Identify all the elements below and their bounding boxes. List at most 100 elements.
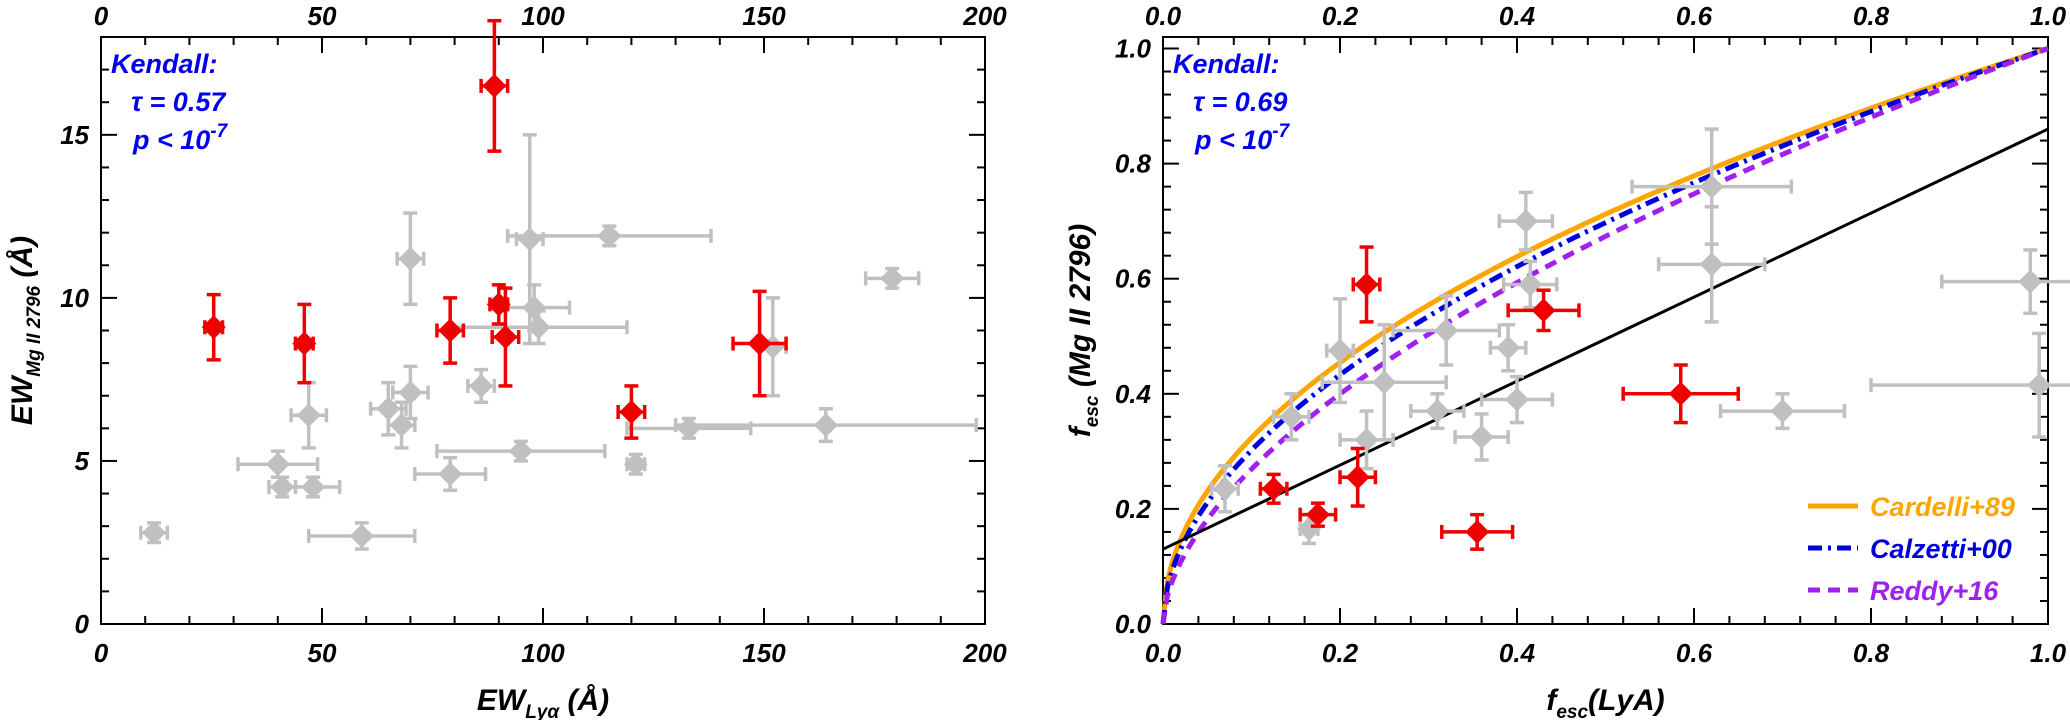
red-data-point	[292, 302, 317, 385]
diamond-marker	[1518, 272, 1543, 297]
diamond-marker	[880, 266, 905, 291]
x-tick-label: 0.8	[1853, 638, 1890, 668]
chart-panel-2: 0.00.00.20.20.40.40.60.60.80.81.01.00.00…	[1064, 1, 2070, 720]
gray-data-point	[1718, 392, 1847, 431]
diamond-marker	[676, 416, 701, 441]
x-axis-label: EWLyα (Å)	[477, 684, 609, 720]
legend-label: Calzetti+00	[1870, 534, 2012, 564]
gray-data-point	[395, 211, 426, 307]
diamond-marker	[1372, 370, 1397, 395]
red-data-point	[731, 289, 788, 398]
gray-data-point	[1479, 374, 1555, 425]
diamond-marker	[482, 73, 507, 98]
gray-data-point	[1324, 297, 1356, 405]
x-tick-label-top: 100	[521, 1, 565, 31]
diamond-marker	[1212, 476, 1237, 501]
gray-data-point	[1271, 392, 1311, 442]
diamond-marker	[1699, 174, 1724, 199]
gray-data-point	[1453, 412, 1510, 462]
x-axis-label: fesc(LyA)	[1546, 684, 1664, 720]
red-data-point	[435, 296, 466, 365]
red-data-point	[479, 18, 510, 153]
y-axis-label: EWMg II 2796 (Å)	[6, 236, 45, 425]
diamond-marker	[1345, 465, 1370, 490]
diamond-marker	[486, 292, 511, 317]
diamond-marker	[1668, 381, 1693, 406]
diamond-marker	[296, 403, 321, 428]
y-tick-label: 0.6	[1115, 264, 1152, 294]
gray-data-point	[435, 439, 607, 464]
diamond-marker	[526, 315, 551, 340]
diamond-marker	[438, 318, 463, 343]
y-tick-label: 0	[75, 609, 90, 639]
diamond-marker	[813, 413, 838, 438]
gray-data-point	[1497, 190, 1555, 252]
diamond-marker	[201, 315, 226, 340]
diamond-marker	[508, 439, 533, 464]
gray-data-point	[1869, 331, 2070, 439]
curve-calzetti00	[1160, 46, 2049, 625]
gray-data-point	[1409, 392, 1466, 431]
gray-data-point	[289, 380, 329, 450]
diamond-marker	[493, 325, 518, 350]
kendall-tau: τ = 0.69	[1193, 87, 1287, 117]
gray-data-point	[1320, 322, 1448, 442]
diamond-marker	[1469, 424, 1494, 449]
x-tick-label: 0	[94, 638, 109, 668]
kendall-p: p < 10-7	[132, 121, 229, 155]
x-tick-label: 0.2	[1322, 638, 1359, 668]
diamond-marker	[1531, 298, 1556, 323]
x-tick-label: 0.0	[1145, 638, 1182, 668]
y-tick-label: 15	[60, 120, 89, 150]
diamond-marker	[1279, 404, 1304, 429]
diamond-marker	[1699, 252, 1724, 277]
y-tick-label: 0.4	[1115, 379, 1152, 409]
x-tick-label-top: 0.6	[1676, 1, 1713, 31]
gray-data-point	[386, 400, 417, 450]
gray-data-point	[1391, 294, 1502, 367]
diamond-marker	[349, 523, 374, 548]
gray-data-point	[139, 520, 170, 545]
diamond-marker	[2027, 373, 2052, 398]
y-tick-label: 5	[75, 446, 90, 476]
legend-label: Reddy+16	[1870, 576, 1999, 606]
diamond-marker	[1505, 387, 1529, 412]
x-tick-label: 100	[521, 638, 565, 668]
x-tick-label-top: 0.8	[1853, 1, 1890, 31]
diamond-marker	[265, 452, 290, 477]
y-tick-label: 0.0	[1115, 609, 1152, 639]
x-tick-label-top: 200	[962, 1, 1007, 31]
diamond-marker	[1434, 318, 1459, 343]
curve-cardelli89	[1160, 46, 2049, 625]
x-tick-label-top: 0.2	[1322, 1, 1359, 31]
diamond-marker	[1328, 338, 1352, 363]
diamond-marker	[301, 475, 326, 500]
x-tick-label: 0.4	[1499, 638, 1536, 668]
diamond-marker	[1770, 399, 1795, 424]
red-data-point	[1298, 501, 1338, 528]
x-tick-label-top: 0.0	[1145, 1, 1182, 31]
x-tick-label: 50	[308, 638, 337, 668]
gray-data-point	[413, 455, 488, 493]
red-data-point	[1338, 446, 1378, 508]
gray-data-point	[623, 452, 648, 477]
red-data-point	[1506, 288, 1581, 333]
kendall-title: Kendall:	[111, 49, 218, 79]
gray-data-point	[1488, 322, 1528, 373]
gray-data-point	[505, 223, 713, 248]
diamond-marker	[1425, 399, 1450, 424]
diamond-marker	[747, 331, 772, 356]
gray-data-point	[390, 364, 430, 421]
x-tick-label-top: 0	[94, 1, 109, 31]
gray-data-point	[306, 521, 417, 551]
diamond-marker	[1305, 502, 1330, 527]
red-data-point	[1440, 512, 1515, 551]
red-data-point	[1621, 363, 1740, 425]
y-tick-label: 10	[60, 283, 89, 313]
legend-label: Cardelli+89	[1870, 492, 2015, 522]
gray-data-point	[466, 367, 497, 404]
x-tick-label-top: 1.0	[2030, 1, 2067, 31]
gray-data-point	[673, 407, 978, 444]
